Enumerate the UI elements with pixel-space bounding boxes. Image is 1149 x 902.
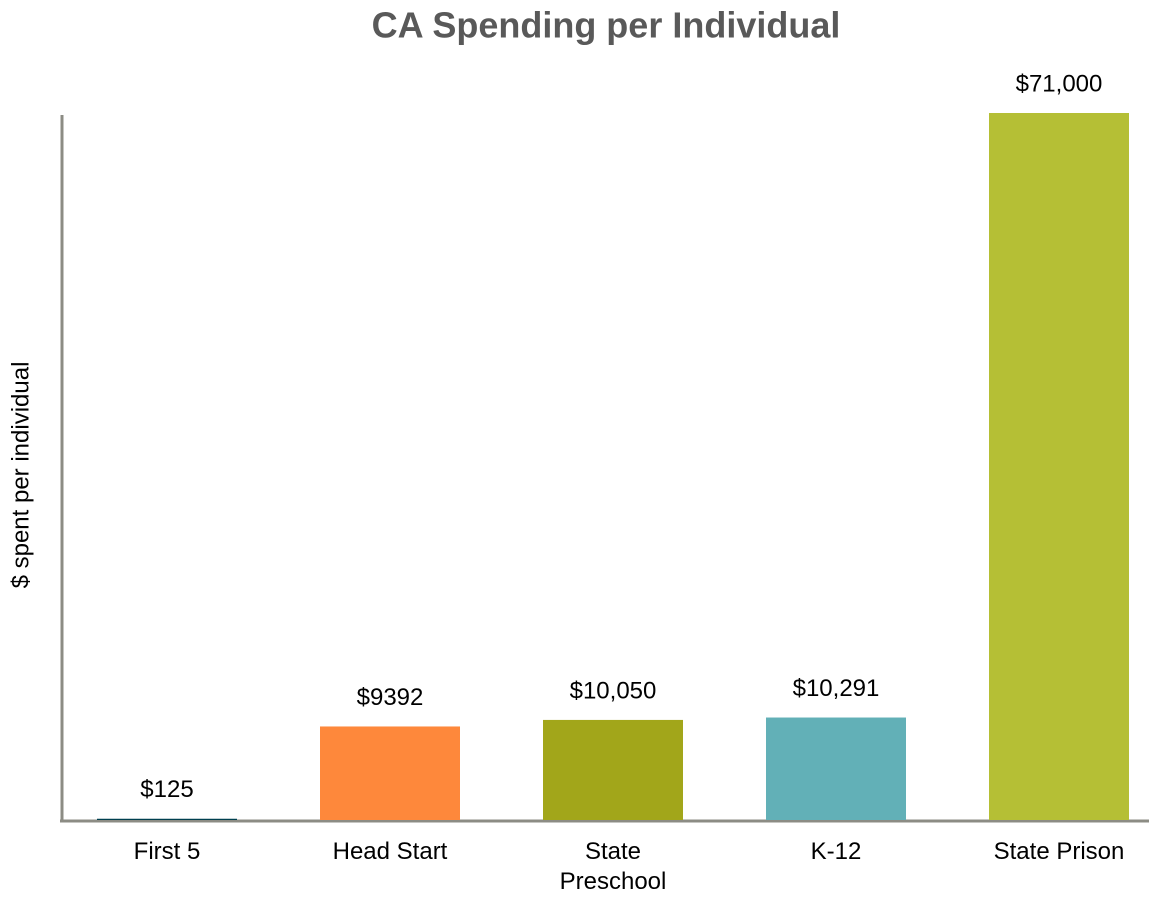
value-label: $9392 [357,684,424,711]
value-label: $10,050 [570,677,657,704]
bar [543,719,683,820]
chart-title: CA Spending per Individual [372,5,841,46]
bar [97,818,237,820]
value-label: $10,291 [793,675,880,702]
y-axis-label: $ spent per individual [7,362,34,589]
value-label: $71,000 [1016,70,1103,97]
x-tick-label: First 5 [133,838,201,865]
x-tick-label: State Preschool [559,838,667,895]
x-tick-label: State Prison [993,838,1125,865]
bar [766,717,906,820]
bar [989,113,1129,820]
bar [320,726,460,820]
x-tick-label: K-12 [810,838,862,865]
value-label: $125 [140,776,193,803]
x-tick-label: Head Start [332,838,448,865]
